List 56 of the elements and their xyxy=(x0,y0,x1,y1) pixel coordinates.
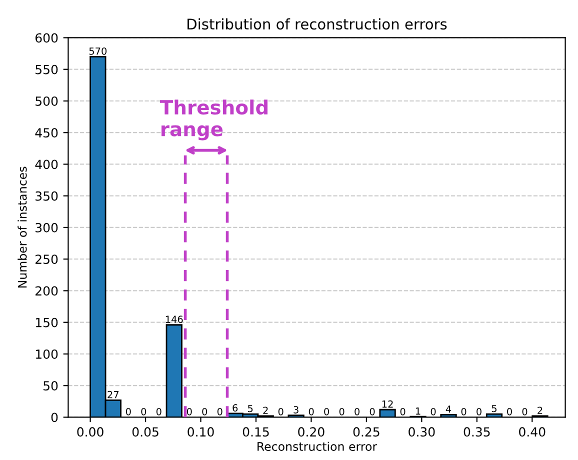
data-label: 0 xyxy=(217,408,222,416)
data-label: 0 xyxy=(126,408,131,416)
data-label: 570 xyxy=(89,47,107,55)
y-tick-label: 350 xyxy=(36,191,58,201)
y-tick-label: 600 xyxy=(35,33,58,43)
data-label: 0 xyxy=(354,408,360,416)
data-label: 2 xyxy=(538,406,542,414)
data-label: 5 xyxy=(492,404,496,412)
data-label: 146 xyxy=(166,316,183,323)
data-label: 0 xyxy=(400,408,406,416)
chart-title: Distribution of reconstruction errors xyxy=(188,18,447,30)
data-label: 0 xyxy=(156,408,162,416)
x-tick-label: 0.40 xyxy=(519,427,546,437)
y-tick-label: 250 xyxy=(36,254,58,264)
data-label: 4 xyxy=(446,406,452,413)
data-label: 0 xyxy=(202,408,208,416)
data-label: 6 xyxy=(232,404,238,412)
y-tick-label: 50 xyxy=(44,381,58,391)
x-tick-label: 0.20 xyxy=(298,427,324,437)
data-label: 0 xyxy=(522,408,528,416)
annotation: Threshold range xyxy=(160,100,268,140)
x-tick-label: 0.00 xyxy=(77,427,104,437)
data-label: 0 xyxy=(461,408,466,416)
x-tick-label: 0.15 xyxy=(242,427,269,437)
y-tick-label: 300 xyxy=(36,222,58,232)
y-tick-label: 150 xyxy=(36,318,58,328)
data-label: 0 xyxy=(186,408,192,416)
y-tick-label: 450 xyxy=(35,128,58,138)
y-tick-label: 0 xyxy=(51,412,58,422)
y-tick-label: 400 xyxy=(35,160,58,170)
y-tick-label: 100 xyxy=(36,349,58,359)
data-label: 0 xyxy=(476,408,482,416)
y-tick-label: 500 xyxy=(36,96,58,106)
x-tick-label: 0.25 xyxy=(353,427,380,437)
x-tick-label: 0.05 xyxy=(132,427,158,437)
data-label: 2 xyxy=(263,406,268,414)
data-label: 0 xyxy=(141,408,146,416)
data-label: 3 xyxy=(294,406,298,414)
data-label: 0 xyxy=(430,408,436,416)
data-label: 27 xyxy=(108,390,119,398)
data-label: 5 xyxy=(248,404,253,412)
data-label: 0 xyxy=(324,408,330,416)
data-label: 0 xyxy=(278,408,284,416)
data-label: 12 xyxy=(382,400,393,408)
x-tick-label: 0.10 xyxy=(188,427,214,437)
x-axis-title: Reconstruction error xyxy=(258,442,378,451)
data-label: 0 xyxy=(308,408,314,416)
y-tick-label: 550 xyxy=(36,64,58,74)
data-label: 0 xyxy=(339,408,344,416)
data-label: 0 xyxy=(370,408,375,416)
y-tick-label: 200 xyxy=(36,286,58,296)
x-tick-label: 0.35 xyxy=(464,427,490,437)
data-label: 0 xyxy=(507,408,512,416)
x-tick-label: 0.30 xyxy=(408,427,435,437)
data-label: 1 xyxy=(416,407,420,415)
y-axis-title: Number of instances xyxy=(18,166,27,288)
